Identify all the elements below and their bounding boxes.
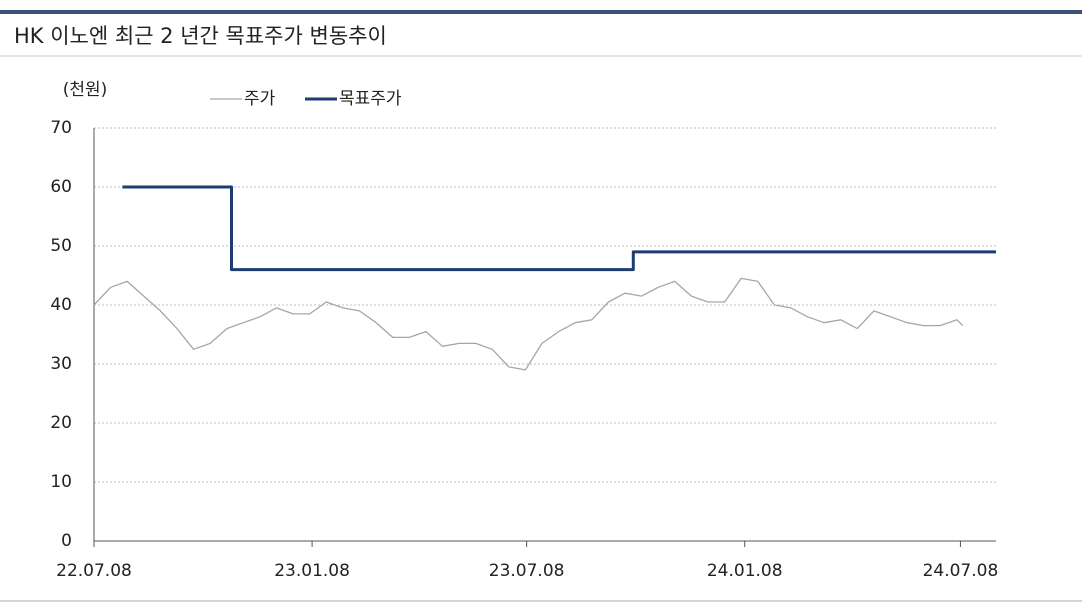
y-tick-label: 0 [61, 531, 72, 551]
y-tick-label: 50 [50, 236, 72, 256]
x-tick-label: 23.01.08 [274, 561, 350, 581]
y-tick-label: 40 [50, 295, 72, 315]
x-tick-label: 23.07.08 [489, 561, 565, 581]
chart-title: HK 이노엔 최근 2 년간 목표주가 변동추이 [14, 24, 387, 48]
y-tick-label: 30 [50, 354, 72, 374]
y-tick-label: 70 [50, 118, 72, 138]
y-tick-label: 10 [50, 472, 72, 492]
y-tick-label: 60 [50, 177, 72, 197]
series-line [122, 185, 996, 272]
top-bar [0, 10, 1082, 14]
series-line [93, 277, 964, 371]
y-axis-label: (천원) [63, 80, 108, 100]
x-tick-label: 24.01.08 [707, 561, 783, 581]
legend-label: 목표주가 [339, 89, 402, 109]
x-tick-label: 24.07.08 [923, 561, 999, 581]
x-tick-label: 22.07.08 [56, 561, 132, 581]
y-tick-label: 20 [50, 413, 72, 433]
legend-label: 주가 [244, 89, 276, 109]
